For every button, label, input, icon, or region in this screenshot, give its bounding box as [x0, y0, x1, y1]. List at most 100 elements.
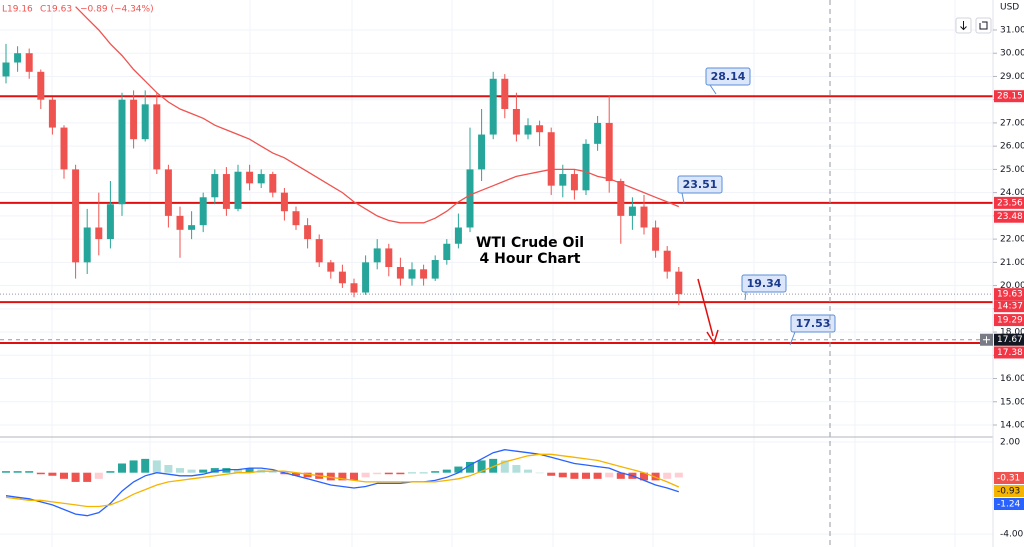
macd-histogram-bar — [547, 472, 556, 476]
price-label-box — [994, 90, 1024, 103]
candle-body — [536, 125, 544, 133]
macd-histogram-bar — [466, 461, 474, 473]
macd-histogram-bar — [442, 469, 451, 473]
y-tick-label: 22.00 — [1000, 235, 1024, 245]
candle-body — [130, 99, 138, 140]
candle-body — [663, 250, 671, 272]
candle-body — [95, 227, 103, 240]
macd-histogram-bar — [106, 471, 115, 473]
y-tick-label: 18.00 — [1000, 328, 1024, 338]
y-tick-label: 30.00 — [1000, 49, 1024, 59]
y-tick-label: 25.00 — [1000, 165, 1024, 175]
macd-histogram-bar — [303, 472, 312, 478]
price-label: 19.63 — [997, 290, 1023, 300]
candle-body — [431, 260, 439, 279]
candle-body — [512, 108, 520, 135]
candle-body — [60, 127, 68, 170]
candle-body — [594, 122, 602, 144]
candle-body — [304, 225, 312, 240]
candle-body — [605, 122, 613, 182]
candle-body — [362, 262, 370, 293]
y-tick-label: 29.00 — [1000, 72, 1024, 82]
candle-body — [582, 143, 590, 191]
macd-histogram-bar — [419, 472, 428, 474]
macd-histogram-bar — [326, 472, 335, 481]
macd-histogram-bar — [373, 472, 382, 475]
price-label: 28.15 — [997, 92, 1023, 102]
macd-histogram-bar — [222, 468, 231, 473]
macd-histogram-bar — [396, 472, 405, 475]
macd-histogram-bar — [187, 469, 196, 473]
macd-line — [5, 449, 679, 517]
annotation-title: WTI Crude Oil — [476, 235, 584, 251]
callout-leader — [789, 331, 796, 346]
candle-body — [443, 243, 451, 261]
candle-body — [454, 227, 462, 244]
macd-histogram-bar — [512, 465, 521, 473]
candle-body — [547, 132, 555, 186]
candle-body — [153, 104, 161, 170]
candle-body — [373, 248, 381, 263]
candle-body — [280, 192, 288, 212]
macd-histogram-bar — [141, 458, 150, 473]
candle-body — [48, 99, 56, 128]
candle-body — [338, 271, 346, 284]
candle-body — [269, 174, 277, 193]
candle-body — [640, 206, 648, 228]
macd-histogram-bar — [582, 472, 590, 479]
macd-histogram-bar — [489, 458, 498, 473]
candle-body — [246, 171, 254, 184]
macd-histogram-bar — [280, 472, 289, 475]
y-tick-label: 24.00 — [1000, 188, 1024, 198]
callout-box — [741, 274, 787, 293]
price-label: 19.29 — [997, 316, 1023, 326]
macd-histogram-bar — [94, 472, 103, 479]
header-change: −0.89 (−4.34%) — [80, 5, 154, 15]
candle-body — [257, 174, 265, 184]
macd-histogram-bar — [500, 460, 509, 473]
price-label: 17.38 — [997, 348, 1023, 358]
price-label-box — [994, 210, 1024, 223]
plot: 28.14 23.51 19.34 17.53 — [0, 6, 993, 517]
macd-tick-label: 2.00 — [1000, 437, 1020, 447]
price-axis: 31.0030.0029.0028.0027.0026.0025.0024.00… — [980, 25, 1024, 540]
header-low: L19.16 — [2, 5, 33, 15]
arrow-shaft — [697, 278, 714, 337]
macd-histogram-bar — [338, 472, 347, 481]
macd-histogram-bar — [408, 472, 416, 474]
macd-histogram-bar — [199, 469, 208, 473]
candle-body — [524, 125, 532, 135]
signal-line — [5, 453, 680, 508]
countdown-box — [994, 300, 1024, 313]
macd-histogram-bar — [245, 468, 254, 473]
candle-body — [570, 174, 578, 191]
candle-body — [222, 174, 230, 209]
settings-button[interactable] — [975, 17, 992, 34]
candle-body — [501, 78, 509, 109]
crosshair-plus — [983, 336, 990, 344]
macd-histogram-bar — [361, 472, 370, 478]
y-tick-label: 14.00 — [1000, 421, 1024, 431]
macd-histogram-bar — [36, 472, 45, 475]
candle-body — [118, 99, 126, 205]
callout-box — [790, 314, 836, 333]
candle-body — [408, 269, 416, 279]
currency: USD — [1000, 3, 1019, 13]
macd-histogram-bar — [384, 472, 393, 475]
candle-body — [675, 271, 683, 295]
y-tick-label: 16.00 — [1000, 374, 1024, 384]
callout-box — [705, 67, 751, 86]
macd-histogram-bar — [535, 472, 544, 474]
candle-body — [188, 225, 196, 230]
candle-body — [628, 206, 636, 216]
callout-box — [677, 175, 723, 194]
price-label: 23.56 — [997, 198, 1023, 208]
price-label: 23.48 — [997, 212, 1023, 222]
macd-histogram-bar — [210, 468, 219, 473]
price-label-box — [994, 196, 1024, 209]
candle-body — [164, 169, 172, 216]
y-tick-label: 15.00 — [1000, 397, 1024, 407]
macd-value-label: -0.93 — [997, 487, 1020, 497]
callout-label: 28.14 — [711, 70, 746, 83]
callout-leader — [744, 291, 747, 301]
